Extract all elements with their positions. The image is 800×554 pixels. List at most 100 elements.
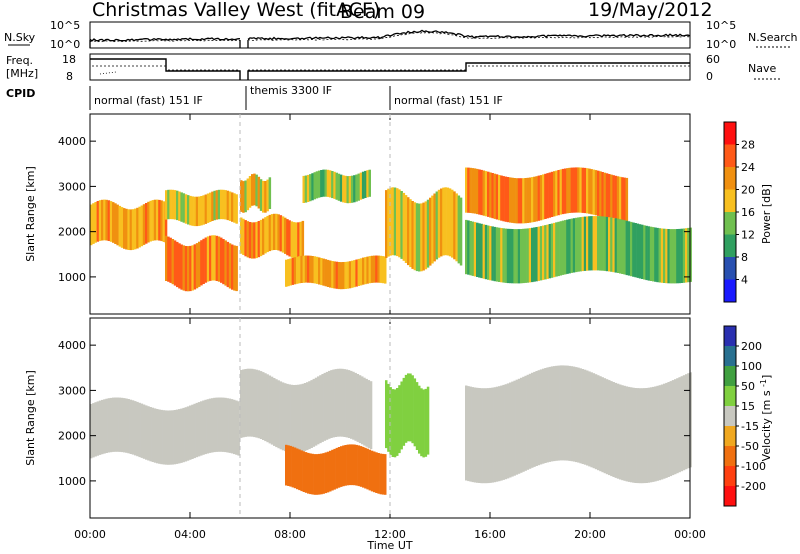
data-cell (522, 376, 525, 472)
data-cell (568, 365, 571, 461)
data-cell (570, 366, 574, 462)
data-cell (568, 219, 571, 274)
data-cell (359, 446, 363, 487)
data-cell (469, 221, 472, 276)
data-cell (109, 397, 113, 453)
data-cell (504, 384, 508, 480)
freq-line (90, 58, 690, 80)
data-cell (603, 378, 607, 474)
data-cell (353, 175, 356, 203)
data-cell (204, 237, 208, 283)
data-cell (131, 209, 135, 250)
colorbar-swatch (724, 326, 736, 347)
colorbar-tick-label: -100 (741, 460, 766, 473)
colorbar-tick-label: 12 (741, 229, 755, 242)
data-cell (420, 388, 423, 457)
data-cell (581, 167, 585, 213)
data-cell (296, 256, 299, 284)
data-cell (616, 218, 620, 273)
data-cell (118, 205, 122, 247)
data-cell (242, 218, 245, 255)
data-cell (266, 374, 269, 443)
data-cell (120, 207, 124, 248)
data-cell (568, 167, 571, 213)
data-cell (248, 222, 252, 259)
data-cell (484, 224, 488, 280)
data-cell (189, 245, 192, 292)
data-cell (222, 189, 225, 220)
data-cell (682, 375, 686, 471)
data-cell (570, 167, 574, 213)
data-cell (491, 387, 494, 483)
data-cell (297, 222, 300, 259)
data-cell (535, 227, 538, 282)
data-cell (528, 228, 532, 283)
data-cell (342, 175, 345, 203)
data-cell (590, 169, 593, 215)
data-cell (484, 171, 488, 217)
data-cell (275, 379, 278, 448)
data-cell (601, 172, 604, 218)
data-cell (171, 239, 175, 285)
data-cell (355, 259, 358, 287)
data-cell (471, 387, 475, 483)
data-cell (575, 367, 578, 463)
data-cell (590, 216, 593, 271)
data-cell (550, 171, 554, 217)
data-cell (509, 382, 512, 478)
data-cell (289, 258, 292, 286)
data-cell (480, 223, 483, 279)
data-cell (393, 187, 397, 256)
data-cell (451, 189, 454, 258)
data-cell (217, 236, 221, 282)
colorbar-tick-label: 50 (741, 380, 755, 393)
colorbar-swatch (724, 386, 736, 407)
colorbar-swatch (724, 466, 736, 487)
data-cell (233, 399, 236, 455)
data-cell (220, 237, 223, 283)
data-cell (539, 369, 543, 465)
data-cell (262, 218, 265, 255)
data-cell (379, 255, 383, 283)
data-cell (623, 177, 626, 223)
colorbar-tick-label: 28 (741, 139, 755, 152)
data-cell (257, 221, 261, 258)
data-cell (259, 371, 263, 439)
data-cell (346, 261, 350, 289)
data-cell (539, 226, 543, 281)
data-cell (630, 387, 633, 483)
data-cell (581, 369, 585, 464)
data-cell (381, 453, 385, 495)
data-cell (671, 380, 675, 476)
data-cell (335, 172, 338, 200)
data-cell (513, 178, 516, 224)
velocity-colorbar: 200 100 50 15 -15 -50 -100 -200 (723, 325, 766, 507)
data-cell (228, 191, 232, 221)
data-cell (173, 410, 177, 465)
data-cell (321, 374, 324, 442)
data-cell (634, 388, 637, 483)
data-cell (409, 373, 412, 442)
data-cell (324, 259, 328, 287)
data-cell (287, 259, 290, 287)
data-cell (579, 167, 582, 213)
data-cell (206, 236, 210, 282)
data-cell (90, 204, 93, 246)
data-cell (299, 384, 302, 453)
data-cell (295, 222, 298, 259)
data-cell (553, 222, 556, 278)
data-cell (500, 175, 503, 221)
data-cell (478, 223, 481, 278)
data-cell (592, 169, 596, 215)
data-cell (476, 387, 479, 483)
data-cell (678, 228, 681, 284)
data-cell (123, 208, 126, 249)
data-cell (235, 245, 238, 292)
data-cell (344, 175, 347, 203)
cpid-label: CPID (6, 87, 35, 100)
noise-tick-left-bottom: 10^0 (50, 38, 80, 51)
data-cell (248, 176, 252, 208)
freq-tick-bottom: 8 (66, 70, 73, 83)
data-cell (255, 174, 258, 207)
data-cell (178, 191, 181, 221)
